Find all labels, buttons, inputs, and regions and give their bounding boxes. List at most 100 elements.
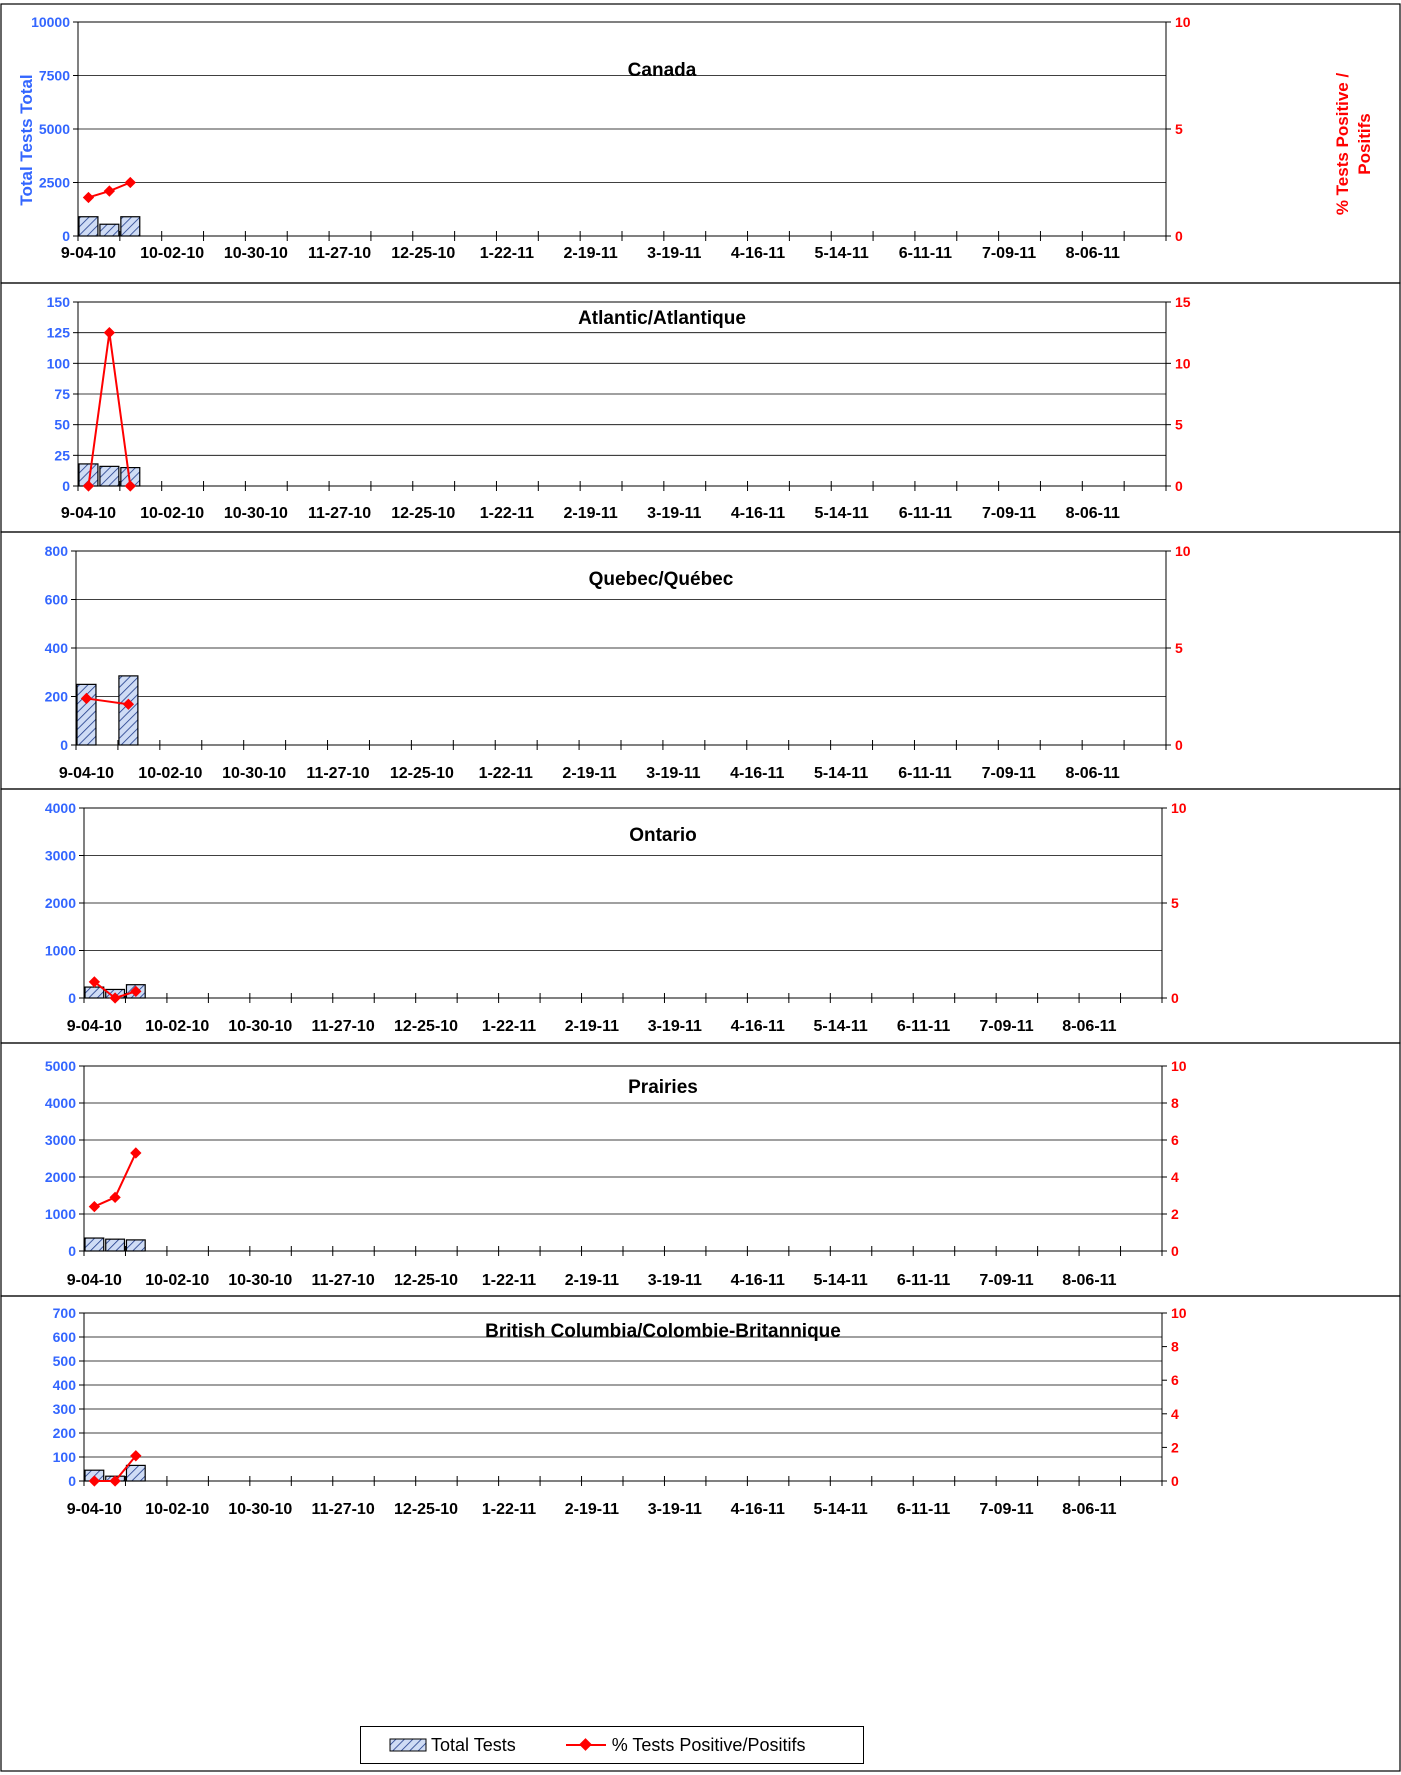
left-tick-label: 5000 [45, 1058, 76, 1074]
right-tick-label: 5 [1175, 417, 1183, 433]
legend-label-total-tests: Total Tests [431, 1734, 516, 1755]
x-tick-label: 10-02-10 [138, 765, 202, 782]
x-tick-label: 5-14-11 [814, 1272, 868, 1289]
panel-title: Canada [628, 60, 697, 81]
left-tick-label: 50 [54, 417, 70, 433]
left-tick-label: 1000 [45, 943, 76, 959]
x-tick-label: 7-09-11 [979, 1501, 1033, 1518]
legend-label-percent-positive: % Tests Positive/Positifs [611, 1734, 806, 1755]
x-tick-label: 5-14-11 [814, 1501, 868, 1518]
right-tick-label: 6 [1171, 1132, 1179, 1148]
legend: Total Tests % Tests Positive/Positifs [360, 1726, 864, 1764]
left-tick-label: 125 [47, 325, 71, 341]
left-tick-label: 2500 [39, 175, 70, 191]
x-tick-label: 8-06-11 [1066, 505, 1120, 522]
x-tick-label: 2-19-11 [565, 1272, 619, 1289]
x-tick-label: 9-04-10 [61, 505, 116, 522]
x-tick-label: 10-30-10 [228, 1272, 292, 1289]
panel-title: Ontario [629, 825, 697, 846]
x-tick-label: 4-16-11 [731, 245, 785, 262]
x-tick-label: 6-11-11 [897, 1018, 950, 1035]
left-tick-label: 4000 [45, 1095, 76, 1111]
panel-frame [0, 788, 1401, 1044]
right-tick-label: 0 [1175, 228, 1183, 244]
right-tick-label: 5 [1171, 895, 1179, 911]
x-tick-label: 3-19-11 [648, 1501, 702, 1518]
left-tick-label: 0 [68, 1473, 76, 1489]
right-tick-label: 5 [1175, 640, 1183, 656]
right-tick-label: 10 [1171, 1058, 1187, 1074]
left-tick-label: 25 [54, 447, 70, 463]
x-tick-label: 1-22-11 [482, 1272, 536, 1289]
panel-1: 0 25 50 75 100 125 150 0 5 10 15 9-04-10 10-02-10 10-… [47, 294, 1191, 522]
bar [84, 1237, 105, 1252]
x-tick-label: 12-25-10 [391, 245, 455, 262]
left-tick-label: 800 [45, 543, 69, 559]
x-tick-label: 4-16-11 [731, 1272, 785, 1289]
percent-positive-line [87, 332, 132, 487]
percent-positive-point [130, 1450, 142, 1462]
left-tick-label: 150 [47, 294, 71, 310]
x-tick-label: 2-19-11 [562, 765, 616, 782]
percent-positive-line [86, 697, 129, 706]
right-tick-label: 10 [1175, 14, 1191, 30]
left-tick-label: 4000 [45, 800, 76, 816]
x-tick-label: 1-22-11 [480, 505, 534, 522]
right-axis-title-line-1: % Tests Positive / [1333, 73, 1352, 216]
bar [78, 216, 99, 237]
x-tick-label: 7-09-11 [982, 245, 1036, 262]
right-tick-label: 15 [1175, 294, 1191, 310]
right-tick-label: 10 [1175, 355, 1191, 371]
right-tick-label: 0 [1175, 737, 1183, 753]
left-tick-label: 100 [47, 355, 71, 371]
left-tick-label: 700 [53, 1305, 77, 1321]
left-tick-label: 3000 [45, 848, 76, 864]
bar [84, 986, 105, 999]
panel-3: 0 1000 2000 3000 4000 0 5 10 9-04-10 10-02-10 10-3… [45, 800, 1187, 1035]
x-tick-label: 4-16-11 [731, 1501, 785, 1518]
x-tick-label: 7-09-11 [979, 1272, 1033, 1289]
x-tick-label: 3-19-11 [648, 1018, 702, 1035]
x-tick-label: 9-04-10 [67, 1501, 122, 1518]
bar [105, 1238, 126, 1252]
x-tick-label: 12-25-10 [391, 505, 455, 522]
x-tick-label: 11-27-10 [306, 765, 369, 782]
left-tick-label: 200 [45, 689, 69, 705]
right-tick-label: 2 [1171, 1206, 1179, 1222]
x-tick-label: 11-27-10 [312, 1018, 375, 1035]
percent-positive-point [130, 985, 142, 998]
right-tick-label: 0 [1171, 1243, 1179, 1259]
panel-frame [0, 1042, 1401, 1297]
x-tick-label: 12-25-10 [394, 1272, 458, 1289]
x-tick-label: 6-11-11 [899, 505, 952, 522]
x-tick-label: 9-04-10 [61, 245, 116, 262]
panel-5: 0 100 200 300 400 500 600 700 0 2 4 6 8 10 9-04-10 10-0… [53, 1305, 1187, 1518]
left-tick-label: 3000 [45, 1132, 76, 1148]
panel-frame [0, 3, 1401, 284]
x-tick-label: 3-19-11 [646, 765, 700, 782]
right-tick-label: 5 [1175, 121, 1183, 137]
right-tick-label: 0 [1171, 990, 1179, 1006]
panel-4: 0 1000 2000 3000 4000 5000 0 2 4 6 8 10 9-04-10 10-02… [45, 1058, 1187, 1289]
x-tick-label: 5-14-11 [814, 765, 868, 782]
x-tick-label: 7-09-11 [979, 1018, 1033, 1035]
x-tick-label: 12-25-10 [394, 1501, 458, 1518]
panel-2: 0 200 400 600 800 0 5 10 9-04-10 10-02-10 10-30-10… [45, 543, 1191, 782]
left-tick-label: 10000 [31, 14, 70, 30]
x-tick-label: 10-02-10 [145, 1018, 209, 1035]
percent-positive-point [130, 1147, 142, 1159]
right-axis-title: % Tests Positive / Positifs [1333, 73, 1374, 216]
x-tick-label: 3-19-11 [648, 1272, 702, 1289]
x-tick-label: 9-04-10 [67, 1018, 122, 1035]
left-tick-label: 75 [54, 386, 70, 402]
left-axis-title: Total Tests Total [17, 74, 36, 205]
panel-frame [0, 1295, 1401, 1772]
percent-positive-point [88, 1475, 101, 1487]
left-tick-label: 0 [68, 990, 76, 1006]
left-tick-label: 0 [62, 228, 70, 244]
x-tick-label: 10-30-10 [222, 765, 286, 782]
x-tick-label: 2-19-11 [563, 505, 617, 522]
left-tick-label: 200 [53, 1425, 77, 1441]
panel-0: 0 2500 5000 7500 10000 0 5 10 9-04-10 10-02-10 10-… [31, 14, 1191, 262]
